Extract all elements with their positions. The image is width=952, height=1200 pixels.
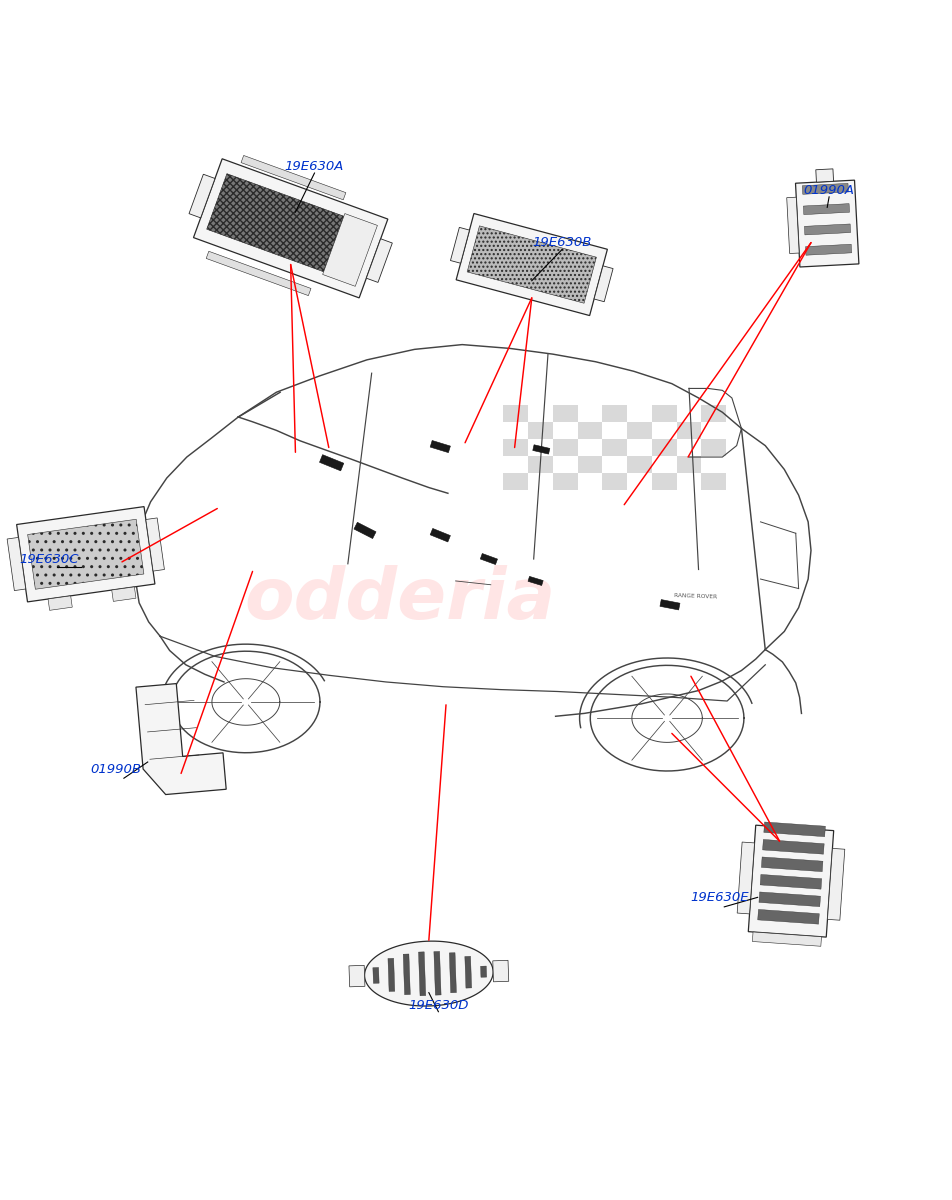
Polygon shape	[136, 684, 226, 794]
Polygon shape	[751, 932, 821, 947]
Polygon shape	[323, 214, 377, 287]
Text: odderia: odderia	[245, 565, 555, 635]
Polygon shape	[403, 954, 410, 995]
Bar	[552, 473, 577, 491]
Polygon shape	[815, 169, 833, 182]
Bar	[676, 421, 701, 439]
Text: 19E630D: 19E630D	[407, 998, 468, 1012]
Bar	[651, 439, 676, 456]
Polygon shape	[532, 445, 549, 454]
Text: RANGE ROVER: RANGE ROVER	[673, 593, 717, 600]
Bar	[676, 456, 701, 473]
Polygon shape	[146, 518, 165, 571]
Bar	[503, 473, 527, 491]
Polygon shape	[757, 910, 819, 924]
Bar	[503, 404, 527, 421]
Polygon shape	[747, 826, 833, 937]
Polygon shape	[786, 197, 799, 253]
Polygon shape	[28, 520, 144, 589]
Polygon shape	[803, 204, 848, 215]
Text: 19E630A: 19E630A	[285, 160, 344, 173]
Polygon shape	[111, 587, 136, 601]
Polygon shape	[737, 842, 754, 914]
Bar	[701, 404, 725, 421]
Polygon shape	[465, 956, 471, 988]
Bar	[701, 439, 725, 456]
Polygon shape	[387, 959, 394, 991]
Polygon shape	[480, 553, 497, 564]
Bar	[577, 456, 602, 473]
Polygon shape	[433, 952, 441, 995]
Polygon shape	[48, 596, 72, 611]
Polygon shape	[206, 251, 310, 295]
Text: 01990B: 01990B	[90, 763, 142, 776]
Polygon shape	[802, 184, 847, 194]
Text: 19E630C: 19E630C	[20, 553, 79, 566]
Polygon shape	[16, 506, 155, 602]
Bar	[552, 439, 577, 456]
Text: 01990A: 01990A	[803, 184, 854, 197]
Bar	[626, 421, 651, 439]
Polygon shape	[188, 174, 215, 218]
Polygon shape	[527, 576, 543, 586]
Polygon shape	[319, 455, 344, 470]
Polygon shape	[348, 965, 365, 986]
Bar	[503, 439, 527, 456]
Polygon shape	[372, 967, 379, 983]
Polygon shape	[795, 180, 858, 266]
Polygon shape	[593, 266, 612, 301]
Bar	[626, 456, 651, 473]
Polygon shape	[207, 174, 344, 271]
Polygon shape	[429, 528, 450, 542]
Polygon shape	[450, 227, 469, 263]
Text: 19E630E: 19E630E	[689, 890, 748, 904]
Polygon shape	[366, 239, 392, 282]
Polygon shape	[492, 960, 508, 982]
Polygon shape	[480, 966, 486, 977]
Polygon shape	[429, 440, 450, 452]
Polygon shape	[456, 214, 606, 316]
Polygon shape	[826, 848, 843, 920]
Polygon shape	[761, 857, 823, 871]
Bar	[701, 473, 725, 491]
Polygon shape	[763, 822, 824, 836]
Polygon shape	[803, 224, 850, 235]
Polygon shape	[193, 158, 387, 298]
Bar	[651, 473, 676, 491]
Polygon shape	[760, 875, 821, 889]
Polygon shape	[804, 245, 851, 256]
Bar	[527, 456, 552, 473]
Bar	[602, 404, 626, 421]
Bar	[651, 404, 676, 421]
Polygon shape	[659, 600, 680, 610]
Polygon shape	[365, 941, 492, 1006]
Polygon shape	[241, 156, 346, 200]
Polygon shape	[762, 840, 823, 854]
Polygon shape	[758, 892, 820, 907]
Bar	[577, 421, 602, 439]
Polygon shape	[7, 538, 26, 590]
Bar	[602, 439, 626, 456]
Polygon shape	[448, 953, 456, 992]
Bar	[602, 473, 626, 491]
Polygon shape	[466, 226, 596, 304]
Bar	[527, 421, 552, 439]
Polygon shape	[418, 952, 426, 996]
Polygon shape	[353, 522, 376, 539]
Text: 19E630B: 19E630B	[532, 236, 591, 250]
Bar	[552, 404, 577, 421]
